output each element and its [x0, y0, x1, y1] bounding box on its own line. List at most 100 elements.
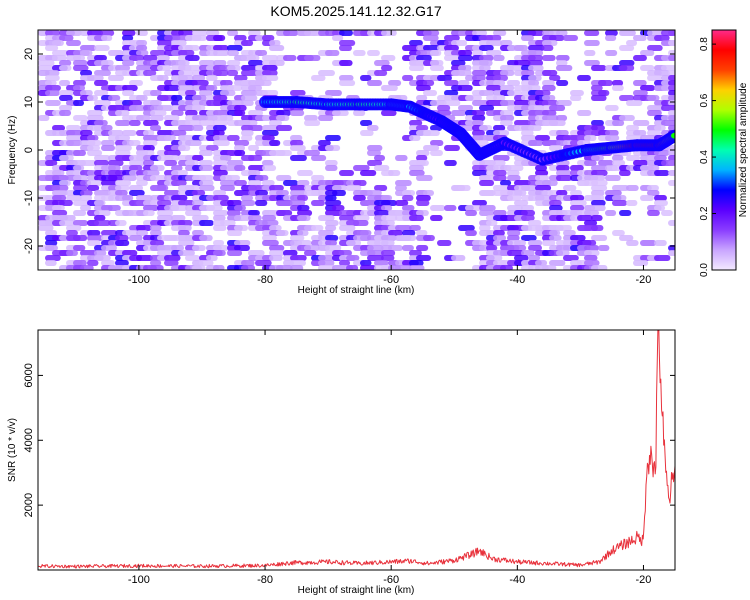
spectrogram-cell: [668, 75, 675, 81]
spectrogram-cell: [87, 115, 104, 121]
spectrogram-cell: [45, 45, 59, 51]
spectrogram-cell: [269, 225, 282, 231]
spectrogram-cell: [493, 170, 507, 176]
spectrogram-cell: [318, 260, 335, 266]
spectrogram-cell: [241, 265, 256, 270]
spectrogram-cell: [52, 175, 69, 181]
spectrogram-cell: [157, 130, 174, 136]
spectrogram-cell: [409, 120, 423, 126]
spectrogram-cell: [381, 200, 397, 206]
spectrogram-cell: [381, 195, 393, 201]
spectrogram-cell: [241, 195, 254, 201]
spectrogram-cell: [668, 30, 675, 36]
spectrogram-cell: [59, 65, 72, 71]
spectrogram-cell: [556, 225, 572, 231]
spectrogram-cell: [416, 150, 430, 156]
spectrogram-cell: [339, 225, 356, 231]
snr-x-tick-label: -60: [383, 574, 399, 586]
spectrogram-cell: [234, 105, 247, 111]
figure-title: KOM5.2025.141.12.32.G17: [270, 3, 441, 19]
spectrogram-cell: [458, 70, 472, 76]
spectrogram-cell: [500, 40, 513, 46]
spectrogram-cell: [164, 85, 180, 91]
spectrogram-cell: [94, 100, 111, 106]
spectrogram-cell: [353, 50, 366, 56]
spectrogram-cell: [395, 265, 412, 270]
spectrogram-cell: [59, 80, 71, 86]
spectrogram-cell: [178, 225, 192, 231]
spectrogram-cell: [325, 235, 339, 241]
spectrogram-cell: [388, 230, 403, 236]
spectrogram-cell: [458, 55, 473, 61]
spectrogram-cell: [262, 165, 277, 171]
spectrogram-cell: [73, 115, 88, 121]
spectrogram-cell: [465, 230, 477, 236]
spectrogram-cell: [80, 70, 93, 76]
spectrogram-cell: [591, 200, 606, 206]
spectrogram-cell: [535, 135, 550, 141]
spectrogram-cell: [213, 110, 230, 116]
spectrogram-cell: [227, 30, 239, 36]
spectrogram-cell: [332, 110, 349, 116]
spectrogram-cell: [472, 200, 487, 206]
spectrogram-cell: [80, 190, 93, 196]
spectrogram-cell: [227, 50, 239, 56]
spectrogram-cell: [192, 125, 204, 131]
spectrogram-cell: [192, 80, 209, 86]
spectrogram-cell: [248, 110, 264, 116]
spectrogram-cell: [444, 45, 459, 51]
spectrogram-cell: [115, 220, 127, 226]
spectrogram-cell: [185, 110, 198, 116]
spectrogram-cell: [423, 45, 440, 51]
spectrogram-cell: [269, 250, 285, 256]
spectrogram-cell: [514, 245, 527, 251]
spectrogram-cell: [122, 175, 137, 181]
snr-x-axis-label: Height of straight line (km): [298, 585, 415, 596]
spectrogram-cell: [108, 165, 121, 171]
spectrogram-cell: [605, 210, 617, 216]
spectrogram-cell: [598, 160, 614, 166]
spectrogram-x-tick-label: -60: [383, 274, 399, 286]
spectrogram-cell: [409, 170, 425, 176]
spectrogram-cell: [668, 250, 675, 256]
spectrogram-cell: [269, 245, 285, 251]
spectrogram-cell: [136, 255, 153, 261]
spectrogram-cell: [633, 260, 649, 266]
spectrogram-cell: [290, 235, 305, 241]
spectrogram-cell: [164, 150, 181, 156]
spectrogram-cell: [339, 75, 354, 81]
spectrogram-cell: [192, 115, 209, 121]
spectrogram-cell: [654, 70, 670, 76]
spectrogram-cell: [542, 80, 555, 86]
spectrogram-cell: [283, 30, 299, 36]
spectrogram-cell: [402, 190, 416, 196]
spectrogram-cell: [626, 40, 638, 46]
spectrogram-cell: [129, 165, 143, 171]
spectrogram-cell: [178, 50, 195, 56]
spectrogram-cell: [94, 155, 111, 161]
spectrogram-cell: [248, 125, 263, 131]
spectrogram-cell: [528, 85, 541, 91]
spectrogram-cell: [178, 30, 194, 36]
spectrogram-cell: [80, 195, 93, 201]
spectrogram-cell: [129, 120, 141, 126]
spectrogram-y-tick-label: 0: [23, 147, 35, 153]
spectrogram-cell: [479, 190, 496, 196]
spectrogram-cell: [486, 245, 498, 251]
spectrogram-cell: [493, 160, 506, 166]
spectrogram-cell: [619, 170, 631, 176]
spectrogram-cell: [619, 30, 636, 36]
spectrogram-cell: [472, 115, 486, 121]
spectrogram-cell: [199, 90, 213, 96]
spectrogram-cell: [185, 210, 202, 216]
spectrogram-x-tick-label: -100: [128, 274, 150, 286]
spectrogram-cell: [213, 130, 225, 136]
spectrogram-cell: [367, 160, 383, 166]
spectrogram-cell: [185, 255, 200, 261]
spectrogram-cell: [241, 100, 254, 106]
spectrogram-cell: [73, 245, 86, 251]
spectrogram-cell: [66, 125, 81, 131]
spectrogram-cell: [108, 50, 124, 56]
spectrogram-cell: [668, 125, 675, 131]
colorbar-tick-label: 0.4: [699, 150, 710, 164]
